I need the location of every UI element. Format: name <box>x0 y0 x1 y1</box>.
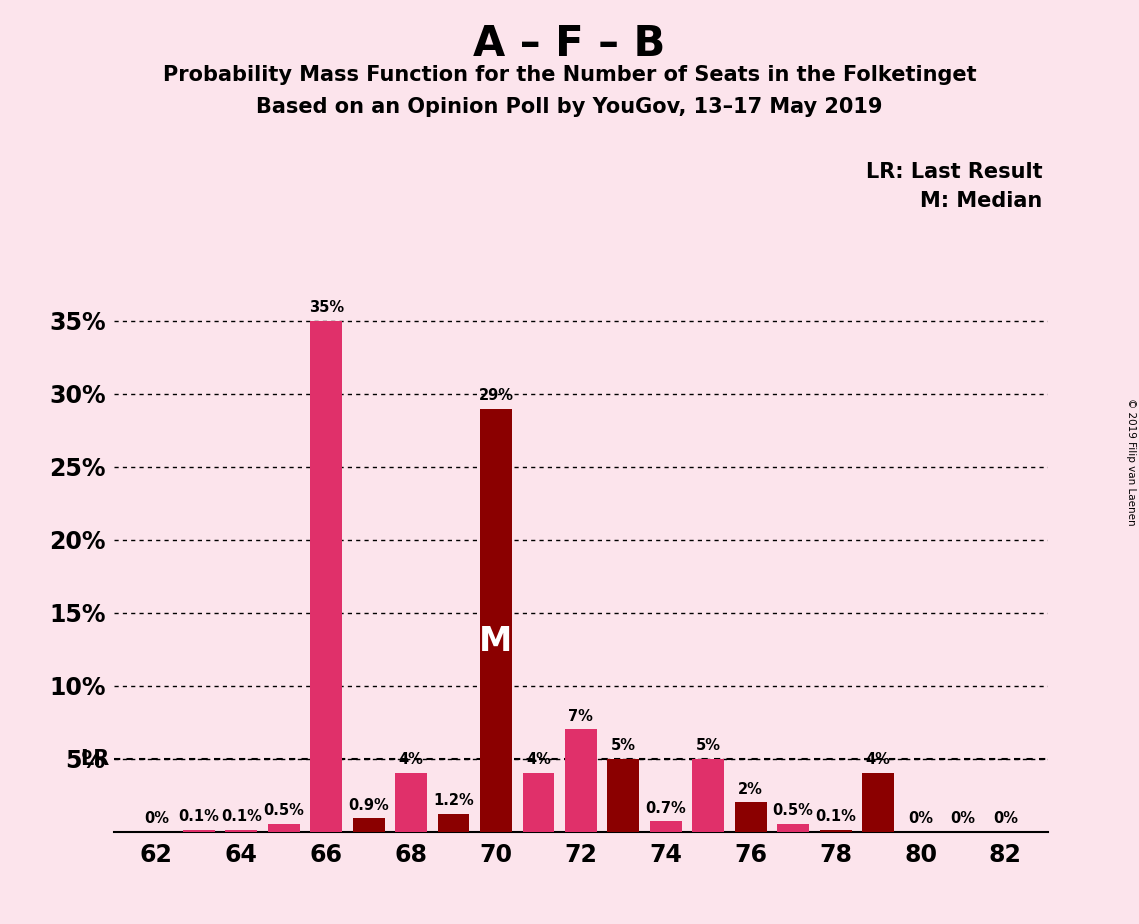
Bar <box>862 773 894 832</box>
Text: 29%: 29% <box>478 388 514 403</box>
Bar <box>268 824 300 832</box>
Text: A – F – B: A – F – B <box>474 23 665 65</box>
Text: © 2019 Filip van Laenen: © 2019 Filip van Laenen <box>1126 398 1136 526</box>
Bar <box>565 729 597 832</box>
Text: 2%: 2% <box>738 782 763 796</box>
Text: LR: LR <box>80 748 109 769</box>
Text: 0.1%: 0.1% <box>816 809 857 824</box>
Bar <box>693 759 724 832</box>
Bar <box>183 830 215 832</box>
Text: 0%: 0% <box>950 810 975 826</box>
Bar <box>480 408 511 832</box>
Text: 5%: 5% <box>611 738 636 753</box>
Bar <box>777 824 809 832</box>
Bar <box>353 819 385 832</box>
Bar <box>607 759 639 832</box>
Text: 35%: 35% <box>309 300 344 315</box>
Bar <box>395 773 427 832</box>
Bar <box>226 830 257 832</box>
Text: 0.1%: 0.1% <box>221 809 262 824</box>
Text: 0%: 0% <box>144 810 169 826</box>
Bar <box>820 830 852 832</box>
Text: 4%: 4% <box>399 752 424 768</box>
Bar <box>310 321 342 832</box>
Text: 0.1%: 0.1% <box>179 809 219 824</box>
Text: 4%: 4% <box>526 752 551 768</box>
Text: Probability Mass Function for the Number of Seats in the Folketinget: Probability Mass Function for the Number… <box>163 65 976 85</box>
Text: 7%: 7% <box>568 709 593 723</box>
Text: 5%: 5% <box>696 738 721 753</box>
Text: 0.7%: 0.7% <box>646 800 686 816</box>
Text: M: Median: M: Median <box>920 191 1042 212</box>
Text: 0.9%: 0.9% <box>349 797 390 812</box>
Text: 0.5%: 0.5% <box>772 804 813 819</box>
Text: 0.5%: 0.5% <box>263 804 304 819</box>
Text: Based on an Opinion Poll by YouGov, 13–17 May 2019: Based on an Opinion Poll by YouGov, 13–1… <box>256 97 883 117</box>
Text: 1.2%: 1.2% <box>433 794 474 808</box>
Text: 0%: 0% <box>993 810 1018 826</box>
Text: 4%: 4% <box>866 752 891 768</box>
Text: 0%: 0% <box>908 810 933 826</box>
Bar <box>523 773 555 832</box>
Bar <box>735 802 767 832</box>
Bar <box>650 821 682 832</box>
Bar <box>437 814 469 832</box>
Text: LR: Last Result: LR: Last Result <box>866 162 1042 182</box>
Text: M: M <box>480 625 513 658</box>
